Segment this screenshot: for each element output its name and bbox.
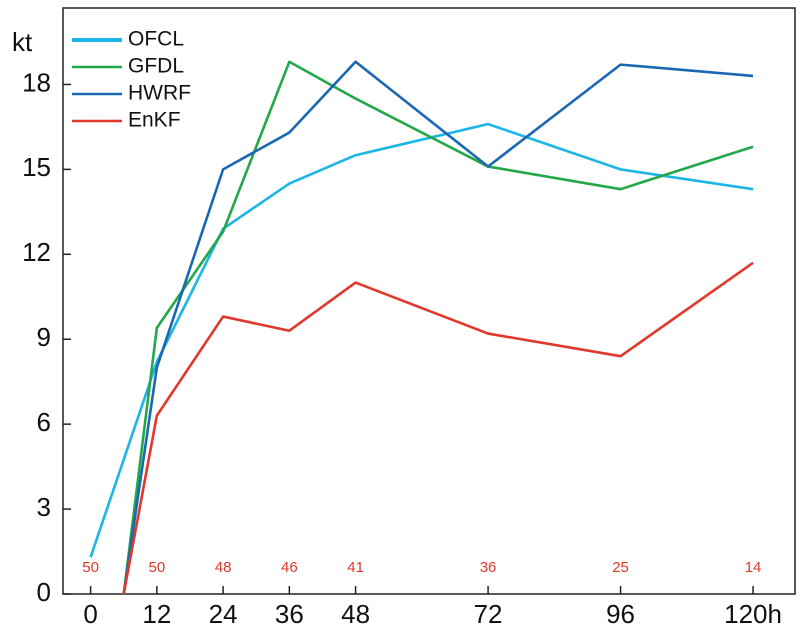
legend-label: EnKF	[128, 109, 181, 132]
y-tick-label: 0	[37, 577, 51, 607]
series-line	[122, 60, 754, 595]
y-tick-label: 3	[37, 492, 51, 522]
y-tick-label: 9	[37, 322, 51, 352]
legend-label: OFCL	[128, 28, 184, 51]
sample-size: 41	[347, 559, 364, 576]
y-tick-label: 18	[22, 67, 51, 97]
series-line	[122, 261, 754, 595]
y-tick-label: 15	[22, 152, 51, 182]
y-tick-label: 12	[22, 237, 51, 267]
y-tick-label: 6	[37, 407, 51, 437]
x-tick-label: 120h	[724, 599, 782, 629]
sample-size: 48	[215, 559, 232, 576]
plot-frame	[62, 7, 796, 595]
x-tick-label: 48	[341, 599, 370, 629]
x-tick-label: 24	[209, 599, 238, 629]
legend-label: GFDL	[128, 55, 184, 78]
x-tick-label: 96	[606, 599, 635, 629]
sample-size: 50	[149, 559, 166, 576]
sample-size: 14	[745, 559, 762, 576]
x-tick-label: 72	[474, 599, 503, 629]
legend-label: HWRF	[128, 82, 191, 105]
sample-size: 36	[480, 559, 497, 576]
sample-size: 50	[82, 559, 99, 576]
y-axis-label: kt	[12, 27, 33, 57]
series-line	[89, 122, 754, 558]
sample-size: 46	[281, 559, 298, 576]
x-tick-label: 0	[83, 599, 97, 629]
x-tick-label: 12	[142, 599, 171, 629]
sample-size: 25	[612, 559, 629, 576]
series-line	[122, 60, 754, 595]
x-tick-label: 36	[275, 599, 304, 629]
